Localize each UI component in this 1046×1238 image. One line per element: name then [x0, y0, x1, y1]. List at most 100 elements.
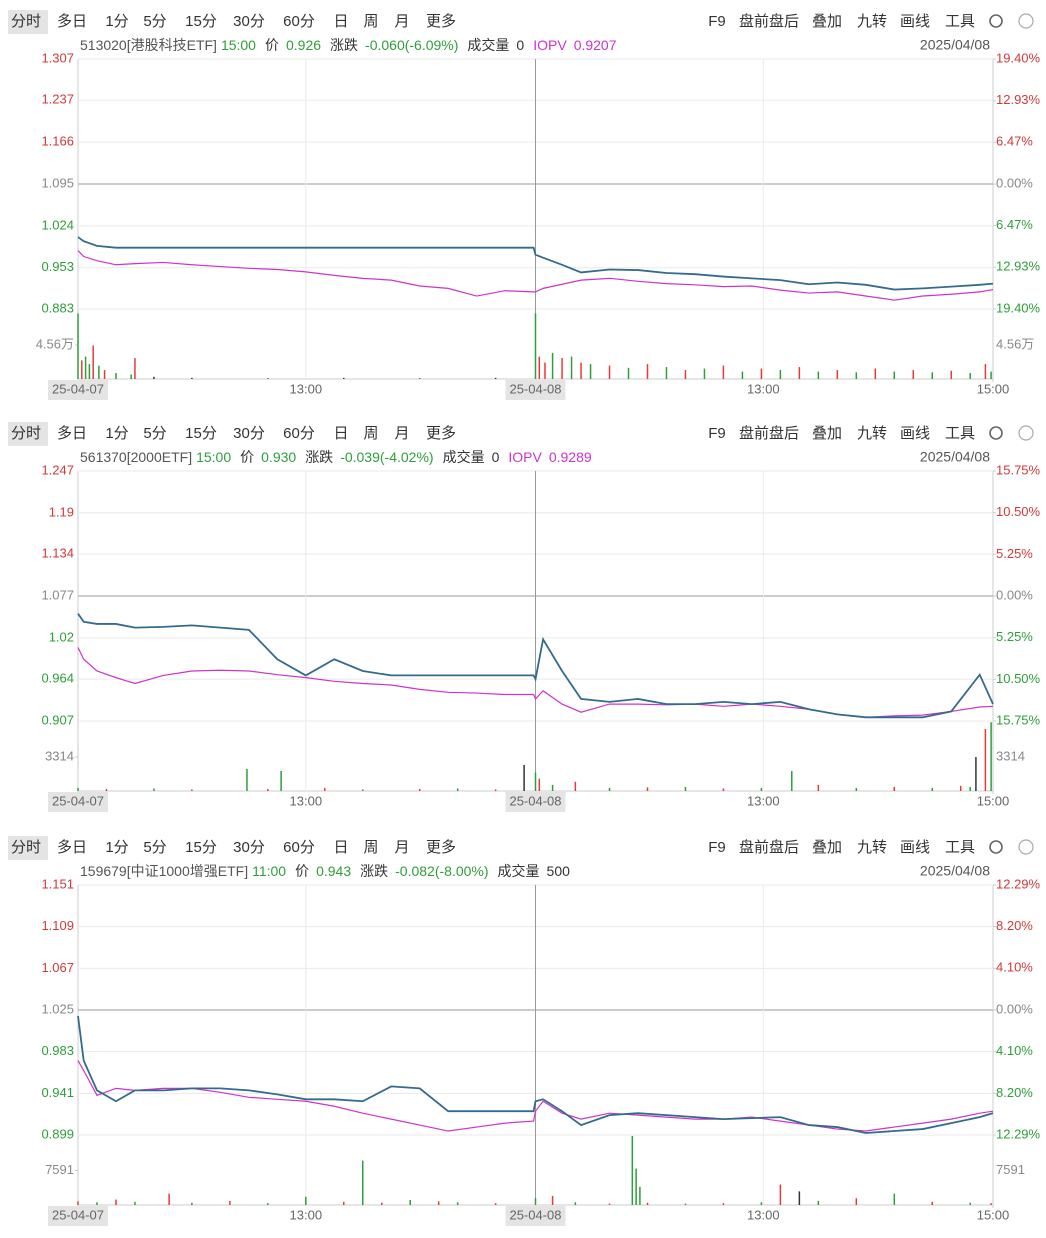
x-tick-label: 13:00 [290, 381, 323, 396]
volume-bar [722, 1203, 725, 1205]
tab[interactable]: 月 [394, 13, 409, 30]
volume-bar [760, 368, 763, 379]
tab[interactable]: 周 [363, 839, 378, 856]
field-label: 成交量 [443, 449, 485, 465]
y2-tick-label: 15.75% [996, 712, 1041, 727]
tab[interactable]: 60分 [283, 425, 315, 442]
volume-bar [931, 372, 934, 379]
tab[interactable]: 15分 [185, 425, 217, 442]
tool[interactable]: 九转 [857, 425, 887, 442]
tool[interactable]: 工具 [945, 425, 975, 442]
field-value: 500 [547, 863, 571, 879]
tool[interactable]: 九转 [857, 839, 887, 856]
tool[interactable]: F9 [708, 425, 726, 442]
tab[interactable]: 日 [333, 425, 348, 442]
volume-bar [81, 360, 83, 379]
tool[interactable]: F9 [708, 13, 726, 30]
tab[interactable]: 月 [394, 425, 409, 442]
y-tick-label: 1.134 [41, 546, 74, 561]
tool[interactable]: 叠加 [812, 13, 842, 30]
y2-tick-label: 10.50% [996, 671, 1041, 686]
x-tick-label: 13:00 [747, 1207, 780, 1222]
x-tick-label: 25-04-08 [509, 793, 561, 808]
settings-icon[interactable] [989, 426, 1003, 440]
tab[interactable]: 1分 [105, 839, 128, 856]
volume-bar [722, 365, 725, 379]
y2-tick-label: 8.20% [996, 1085, 1033, 1100]
tool[interactable]: 画线 [900, 13, 930, 30]
tool[interactable]: 画线 [900, 425, 930, 442]
tab[interactable]: 周 [363, 13, 378, 30]
tab[interactable]: 15分 [185, 13, 217, 30]
volume-bar [635, 1168, 637, 1205]
y2-tick-label: 4.10% [996, 960, 1033, 975]
field-label: 成交量 [467, 37, 509, 53]
tool[interactable]: 盘前盘后 [739, 424, 799, 442]
tab[interactable]: 多日 [57, 13, 87, 30]
price-line [77, 613, 994, 719]
y-tick-label: 1.307 [41, 50, 74, 65]
tab[interactable]: 日 [333, 839, 348, 856]
tool[interactable]: 工具 [945, 13, 975, 30]
tool[interactable]: 九转 [857, 13, 887, 30]
field-value: 0.9289 [549, 449, 592, 465]
volume-bar [608, 365, 611, 379]
help-icon[interactable] [1018, 839, 1034, 855]
tab[interactable]: 30分 [233, 13, 265, 30]
y-tick-label: 0.883 [41, 300, 74, 315]
help-icon[interactable] [1018, 425, 1034, 441]
tab[interactable]: 分时 [11, 839, 41, 856]
tool[interactable]: 叠加 [812, 425, 842, 442]
tab[interactable]: 更多 [426, 13, 456, 30]
date: 2025/04/08 [920, 863, 990, 879]
volume-bar [191, 1202, 193, 1205]
tab[interactable]: 60分 [283, 839, 315, 856]
tab[interactable]: 5分 [143, 13, 166, 30]
tab[interactable]: 多日 [57, 425, 87, 442]
tab[interactable]: 60分 [283, 13, 315, 30]
volume-bar [523, 764, 525, 791]
volume-bar [494, 1203, 497, 1205]
tab[interactable]: 30分 [233, 839, 265, 856]
volume-bar [153, 788, 155, 791]
x-tick-label: 13:00 [290, 1207, 323, 1222]
volume-bar [84, 356, 87, 379]
tab[interactable]: 1分 [105, 13, 128, 30]
tab[interactable]: 1分 [105, 425, 128, 442]
tab[interactable]: 分时 [11, 425, 41, 442]
volume-bar [684, 786, 687, 791]
volume-bar [267, 788, 269, 791]
tab[interactable]: 日 [333, 13, 348, 30]
tool[interactable]: 叠加 [812, 839, 842, 856]
volume-bar [98, 365, 100, 379]
tool[interactable]: 工具 [945, 839, 975, 856]
volume-bar [437, 1201, 440, 1205]
tool[interactable]: 盘前盘后 [739, 838, 799, 856]
volume-bar [684, 370, 687, 379]
x-tick-label: 13:00 [747, 793, 780, 808]
tab[interactable]: 5分 [143, 425, 166, 442]
tab[interactable]: 周 [363, 425, 378, 442]
volume-bar [646, 787, 649, 791]
tab[interactable]: 更多 [426, 839, 456, 856]
tab[interactable]: 30分 [233, 425, 265, 442]
tab[interactable]: 5分 [143, 839, 166, 856]
volume-bar [267, 378, 269, 379]
tab[interactable]: 分时 [11, 13, 41, 30]
tool[interactable]: 画线 [900, 839, 930, 856]
tab[interactable]: 多日 [57, 839, 87, 856]
tab[interactable]: 15分 [185, 839, 217, 856]
tool[interactable]: 盘前盘后 [739, 12, 799, 30]
y2-tick-label: 15.75% [996, 462, 1041, 477]
settings-icon[interactable] [989, 840, 1003, 854]
volume-bar [538, 778, 541, 791]
volume-bar [96, 1202, 98, 1205]
help-icon[interactable] [1018, 13, 1034, 29]
volume-bar [105, 788, 108, 791]
tool[interactable]: F9 [708, 839, 726, 856]
tab[interactable]: 更多 [426, 425, 456, 442]
y2-tick-label: 6.47% [996, 134, 1033, 149]
tab[interactable]: 月 [394, 839, 409, 856]
volume-bar [855, 787, 858, 791]
settings-icon[interactable] [989, 14, 1003, 28]
